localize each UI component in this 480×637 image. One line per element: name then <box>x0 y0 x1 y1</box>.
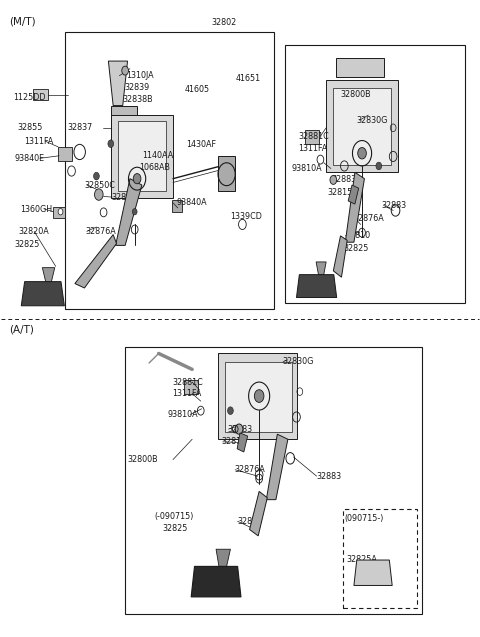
Text: 32855: 32855 <box>17 124 43 132</box>
Polygon shape <box>316 262 326 275</box>
Bar <box>183 380 198 394</box>
Text: 32838B: 32838B <box>123 96 154 104</box>
Circle shape <box>132 208 137 215</box>
Bar <box>343 509 417 608</box>
Polygon shape <box>333 89 391 165</box>
Text: (A/T): (A/T) <box>9 325 34 335</box>
Text: 32883: 32883 <box>317 471 342 481</box>
Text: 32883: 32883 <box>382 201 407 210</box>
Text: 32802: 32802 <box>211 18 237 27</box>
Polygon shape <box>218 354 298 440</box>
Circle shape <box>358 148 366 159</box>
Text: 1430AF: 1430AF <box>186 141 216 150</box>
Text: 93840A: 93840A <box>177 198 207 207</box>
Text: 32837: 32837 <box>68 124 93 132</box>
Polygon shape <box>333 236 347 277</box>
Text: 1140AA: 1140AA <box>142 151 173 161</box>
Circle shape <box>122 66 129 75</box>
Polygon shape <box>108 61 128 106</box>
Polygon shape <box>42 268 55 282</box>
Polygon shape <box>116 178 142 245</box>
Text: 32825: 32825 <box>162 524 187 533</box>
Text: (090715-): (090715-) <box>344 513 384 522</box>
Text: 93840E: 93840E <box>14 154 44 163</box>
Text: 32800B: 32800B <box>340 90 371 99</box>
Bar <box>53 206 65 218</box>
Bar <box>58 147 72 161</box>
Polygon shape <box>266 434 288 499</box>
Polygon shape <box>225 362 292 432</box>
Polygon shape <box>336 58 384 77</box>
Polygon shape <box>118 122 166 191</box>
Polygon shape <box>237 433 248 452</box>
Polygon shape <box>75 234 117 288</box>
Polygon shape <box>218 157 235 191</box>
Circle shape <box>133 173 141 183</box>
Circle shape <box>235 424 243 434</box>
Polygon shape <box>191 566 241 597</box>
Text: 32815: 32815 <box>327 187 353 196</box>
Circle shape <box>239 219 246 229</box>
Polygon shape <box>216 549 230 566</box>
Text: 32830G: 32830G <box>282 357 313 366</box>
Text: 32850C: 32850C <box>84 180 115 190</box>
Text: 32830G: 32830G <box>356 116 388 125</box>
Polygon shape <box>354 560 392 585</box>
Text: 32883: 32883 <box>112 192 137 201</box>
Text: 32881C: 32881C <box>299 132 329 141</box>
Circle shape <box>376 162 382 170</box>
Text: 32825: 32825 <box>343 244 369 253</box>
Text: 93810A: 93810A <box>167 410 198 419</box>
Text: 32881C: 32881C <box>172 378 203 387</box>
Bar <box>286 45 465 303</box>
Bar <box>125 347 422 614</box>
Bar <box>33 89 48 101</box>
Circle shape <box>95 189 103 200</box>
Text: (M/T): (M/T) <box>9 17 36 27</box>
Text: 32820A: 32820A <box>19 227 49 236</box>
Circle shape <box>254 390 264 403</box>
Polygon shape <box>297 275 336 297</box>
Polygon shape <box>326 80 398 173</box>
Text: 1360GH: 1360GH <box>20 204 52 213</box>
Text: 32825A: 32825A <box>347 555 378 564</box>
Text: 1311FA: 1311FA <box>299 144 328 153</box>
Text: 1311FA: 1311FA <box>24 137 53 146</box>
Text: 32883: 32883 <box>332 175 357 185</box>
Circle shape <box>228 407 233 415</box>
Text: 41651: 41651 <box>235 74 260 83</box>
Text: 1125DD: 1125DD <box>12 93 45 102</box>
Text: 1311FA: 1311FA <box>172 389 201 398</box>
Polygon shape <box>111 115 173 197</box>
Text: 32825: 32825 <box>14 240 39 249</box>
Bar <box>65 32 274 309</box>
Text: 32839: 32839 <box>124 83 149 92</box>
Text: 32883: 32883 <box>228 425 252 434</box>
Text: 93810A: 93810A <box>292 164 322 173</box>
Text: 32810: 32810 <box>237 517 262 526</box>
Circle shape <box>330 175 336 184</box>
Text: 32876A: 32876A <box>354 214 384 223</box>
Polygon shape <box>348 185 359 204</box>
Text: 1068AB: 1068AB <box>140 163 170 173</box>
Text: 32876A: 32876A <box>234 465 265 475</box>
Bar <box>111 143 168 157</box>
Text: 32810: 32810 <box>345 231 371 240</box>
Polygon shape <box>250 491 267 536</box>
Text: 41605: 41605 <box>185 85 210 94</box>
Circle shape <box>58 208 63 215</box>
Bar <box>111 106 137 157</box>
Text: 32800B: 32800B <box>128 455 158 464</box>
Bar <box>172 200 181 211</box>
Circle shape <box>108 140 114 148</box>
Bar <box>305 130 319 144</box>
Circle shape <box>94 173 99 180</box>
Text: 32815: 32815 <box>222 438 247 447</box>
Text: 1310JA: 1310JA <box>126 71 154 80</box>
Polygon shape <box>21 282 64 306</box>
Polygon shape <box>345 173 364 242</box>
Text: 32876A: 32876A <box>86 227 117 236</box>
Text: (-090715): (-090715) <box>155 512 194 521</box>
Text: 1339CD: 1339CD <box>230 211 262 220</box>
